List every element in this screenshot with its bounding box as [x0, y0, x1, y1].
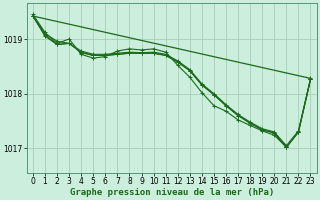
X-axis label: Graphe pression niveau de la mer (hPa): Graphe pression niveau de la mer (hPa) — [69, 188, 274, 197]
